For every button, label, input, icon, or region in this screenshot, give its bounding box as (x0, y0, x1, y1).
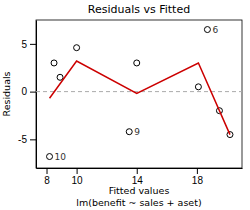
y-tick-label: 5 (21, 39, 27, 50)
y-tick-mark (30, 44, 36, 45)
chart: 8 10 14 18 -5 0 5 10 9 6 Residuals vs Fitted Fitted… (0, 0, 250, 210)
x-tick-label: 18 (192, 175, 204, 186)
x-tick: 14 (132, 168, 144, 186)
smooth-line (50, 61, 230, 135)
y-axis: -5 0 5 (18, 21, 36, 169)
x-axis-title: lm(benefit ~ sales + aset) (76, 197, 201, 208)
point (51, 60, 57, 66)
y-tick-mark (30, 92, 36, 93)
y-tick-mark (30, 139, 36, 140)
point (74, 45, 80, 51)
y-tick-label: 0 (21, 86, 27, 97)
y-axis-title: Residuals (1, 71, 12, 116)
point (204, 27, 210, 33)
title: Residuals vs Fitted (88, 3, 190, 16)
point (57, 74, 63, 80)
point (195, 84, 201, 90)
x-tick-mark (137, 168, 138, 174)
y-tick: -5 (18, 134, 36, 145)
y-tick: 0 (21, 86, 36, 97)
point-label: 9 (134, 127, 140, 137)
x-tick-mark (47, 168, 48, 174)
y-axis-line (36, 21, 37, 169)
x-tick-mark (77, 168, 78, 174)
point-labels: 10 9 6 (55, 25, 219, 162)
y-tick: 5 (21, 39, 36, 50)
point (47, 154, 53, 160)
x-axis-line (37, 168, 243, 169)
point-label: 10 (55, 152, 67, 162)
x-tick: 10 (72, 168, 84, 186)
point-label: 6 (212, 25, 218, 35)
marks (36, 27, 242, 160)
x-tick: 18 (192, 168, 204, 186)
x-axis-title: Fitted values (109, 185, 170, 196)
point (126, 129, 132, 135)
x-tick-label: 8 (44, 175, 50, 186)
plot-area: 8 10 14 18 -5 0 5 10 9 6 (18, 20, 242, 186)
y-tick-label: -5 (18, 134, 27, 145)
x-tick-mark (197, 168, 198, 174)
plot-frame (36, 20, 242, 168)
x-tick-label: 10 (72, 175, 84, 186)
point (134, 60, 140, 66)
x-axis: 8 10 14 18 (37, 168, 243, 186)
x-tick: 8 (44, 168, 50, 186)
